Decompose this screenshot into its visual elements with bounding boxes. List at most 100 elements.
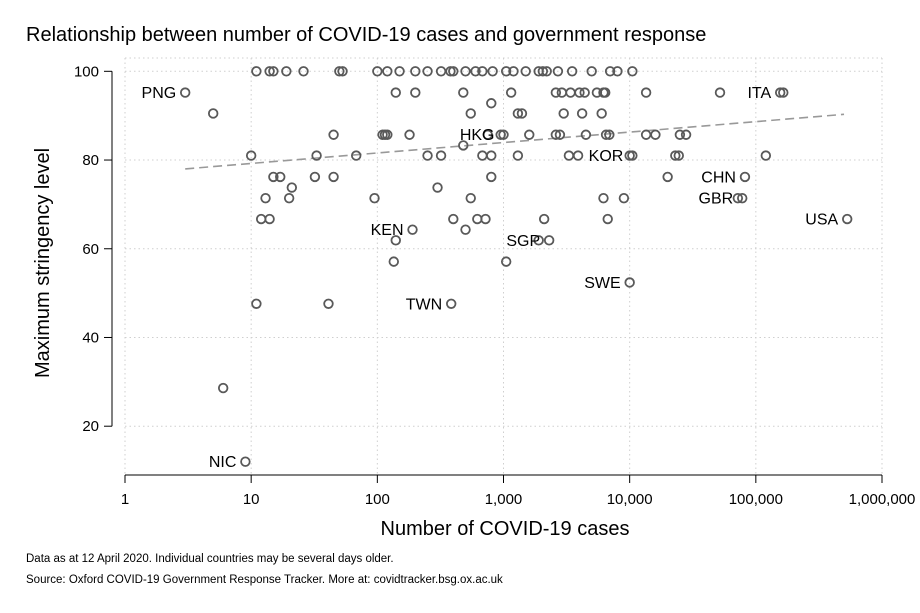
x-axis-title: Number of COVID-19 cases (381, 518, 630, 540)
data-point (465, 192, 476, 204)
data-point (512, 108, 524, 119)
data-point (550, 87, 562, 98)
data-point (505, 87, 517, 98)
data-point (640, 87, 652, 98)
data-point (580, 129, 592, 140)
data-point (298, 66, 309, 77)
data-point (480, 213, 491, 225)
data-point (482, 129, 493, 140)
data-point (372, 66, 383, 77)
data-point (624, 277, 635, 288)
point-label-gbr: GBR (699, 191, 734, 208)
data-point (486, 150, 497, 161)
data-point (422, 150, 433, 161)
data-point (500, 66, 512, 77)
data-point (604, 129, 615, 140)
data-point (650, 129, 661, 140)
data-point (774, 87, 786, 98)
data-point (264, 66, 275, 77)
x-tick-label: 10,000 (607, 491, 653, 508)
data-point (470, 66, 481, 77)
point-label-usa: USA (805, 212, 838, 229)
y-axis-title: Maximum stringency level (32, 148, 54, 378)
data-point (432, 182, 443, 193)
x-tick-label: 10 (243, 491, 260, 508)
data-point (543, 235, 555, 246)
data-point (410, 66, 421, 77)
y-tick-label: 60 (82, 241, 99, 258)
data-point (732, 192, 744, 204)
point-labels: PNG NIC KEN TWN HKG SGP KOR SWE CHN GBR ITA USA (142, 85, 839, 471)
data-point (311, 150, 322, 161)
data-point (179, 87, 191, 98)
data-point (334, 66, 345, 77)
point-label-chn: CHN (701, 169, 736, 186)
data-point (524, 129, 535, 140)
data-point (240, 456, 251, 467)
data-point (460, 224, 471, 235)
data-point (714, 87, 726, 98)
data-point (640, 129, 652, 140)
point-label-ken: KEN (371, 222, 404, 239)
data-point (558, 108, 569, 119)
data-point (598, 192, 609, 204)
data-point (328, 171, 339, 183)
data-point (500, 256, 512, 267)
data-point (618, 192, 630, 204)
trend-line-group (185, 113, 845, 170)
data-point (760, 150, 772, 161)
data-point (448, 66, 459, 77)
data-point (538, 213, 550, 225)
data-point (627, 150, 638, 161)
data-point (498, 129, 509, 140)
data-point (477, 66, 488, 77)
data-point (337, 66, 348, 77)
chart-title: Relationship between number of COVID-19 … (26, 24, 707, 46)
data-point (460, 66, 471, 77)
data-point (670, 150, 681, 161)
data-point (512, 150, 524, 161)
data-point (207, 108, 219, 119)
data-point (486, 98, 497, 109)
point-label-sgp: SGP (506, 233, 540, 250)
data-point (260, 192, 271, 204)
data-date-note: Data as at 12 April 2020. Individual cou… (26, 553, 394, 565)
source-note: Source: Oxford COVID-19 Government Respo… (26, 574, 503, 586)
data-point (533, 235, 544, 246)
data-point (351, 150, 362, 161)
data-point (563, 150, 575, 161)
point-label-hkg: HKG (460, 127, 495, 144)
data-point (579, 87, 590, 98)
x-tick-label: 100 (365, 491, 390, 508)
data-point (268, 66, 279, 77)
x-tick-label: 1,000 (485, 491, 523, 508)
data-point (550, 129, 562, 140)
data-point (382, 66, 393, 77)
data-point (328, 129, 339, 140)
data-point (435, 150, 447, 161)
data-point (572, 150, 584, 161)
data-point (516, 108, 528, 119)
data-point (369, 192, 380, 204)
data-point (458, 87, 469, 98)
data-point (275, 171, 286, 183)
data-point (445, 298, 457, 309)
data-point (604, 66, 616, 77)
data-point (255, 213, 267, 225)
data-point (576, 108, 588, 119)
data-points (179, 66, 853, 467)
data-point (458, 140, 469, 151)
data-point (422, 66, 433, 77)
point-label-ita: ITA (747, 85, 771, 102)
data-point (286, 182, 298, 193)
trend-line (185, 113, 845, 170)
data-point (627, 66, 638, 77)
data-point (407, 224, 418, 235)
data-point (537, 66, 549, 77)
point-label-twn: TWN (406, 296, 442, 313)
data-point (382, 129, 393, 140)
data-point (390, 235, 401, 246)
y-tick-label: 20 (82, 418, 99, 435)
point-label-png: PNG (142, 85, 177, 102)
